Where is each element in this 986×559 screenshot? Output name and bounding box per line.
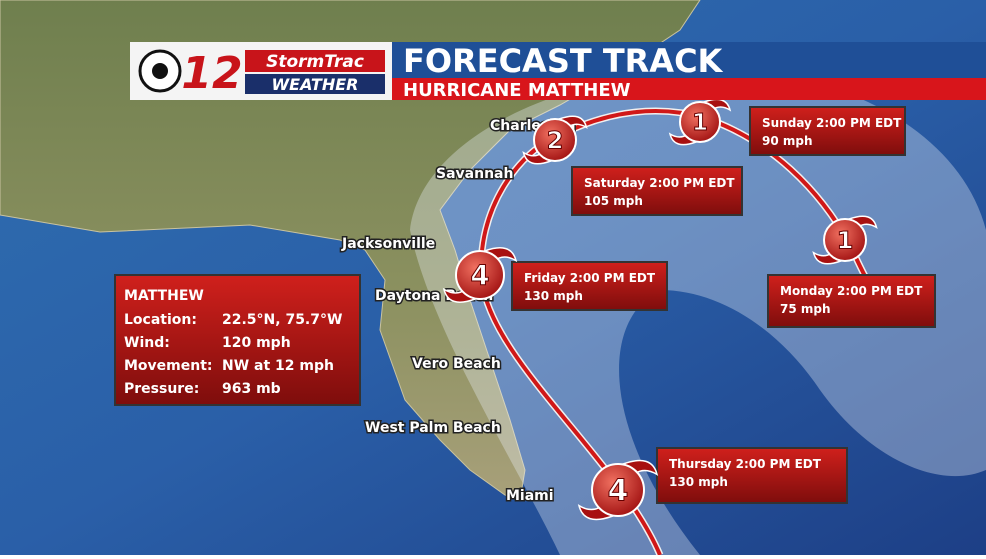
forecast-box (511, 261, 668, 311)
station-number: 12 (181, 48, 242, 99)
subtitle-bar (392, 78, 986, 100)
info-label: Location: (124, 312, 197, 328)
city-label: Vero Beach (412, 356, 501, 372)
info-label: Movement: (124, 358, 213, 374)
subtitle: HURRICANE MATTHEW (403, 80, 631, 101)
brand-top-bg (245, 50, 385, 72)
storm-category: 1 (837, 226, 854, 254)
brand-bottom: WEATHER (272, 75, 359, 94)
storm-category: 4 (608, 473, 629, 508)
forecast-wind: 90 mph (762, 134, 813, 148)
title-bar (392, 42, 986, 78)
city-label: Miami (506, 488, 554, 504)
land (0, 0, 701, 501)
info-box-bg (114, 274, 361, 406)
storm-icon (591, 463, 645, 517)
forecast-time: Monday 2:00 PM EDT (780, 284, 923, 298)
info-label: Pressure: (124, 381, 199, 397)
city-label: Savannah (436, 166, 513, 182)
forecast-box (571, 166, 743, 216)
logo-pupil (152, 63, 168, 79)
storm-category: 4 (470, 259, 489, 292)
storm-icon (679, 101, 721, 143)
forecast-time: Saturday 2:00 PM EDT (584, 176, 735, 190)
header: 12 StormTrac WEATHER FORECAST TRACK HURR… (130, 42, 986, 101)
storm-icon (533, 118, 577, 162)
brand-bottom-bg (245, 74, 385, 94)
info-value: 120 mph (222, 335, 291, 351)
forecast-box (749, 106, 906, 156)
info-value: 963 mb (222, 381, 281, 397)
forecast-wind: 75 mph (780, 302, 831, 316)
forecast-points: Thursday 2:00 PM EDT 130 mph 4 Friday 2:00 … (442, 98, 936, 521)
city-label: Jacksonville (341, 236, 435, 252)
forecast-wind: 105 mph (584, 194, 643, 208)
info-value: 22.5°N, 75.7°W (222, 312, 342, 328)
storm-icon (455, 250, 505, 300)
forecast-box (656, 447, 848, 504)
storm-name: MATTHEW (124, 288, 204, 304)
forecast-wind: 130 mph (524, 289, 583, 303)
city-label: West Palm Beach (365, 420, 501, 436)
info-box: MATTHEW Location: 22.5°N, 75.7°W Wind: 120 … (114, 274, 361, 406)
storm-category: 2 (547, 126, 564, 154)
forecast-time: Thursday 2:00 PM EDT (669, 457, 822, 471)
title: FORECAST TRACK (403, 42, 724, 80)
forecast-time: Friday 2:00 PM EDT (524, 271, 656, 285)
forecast-wind: 130 mph (669, 475, 728, 489)
brand-top: StormTrac (266, 52, 364, 72)
info-label: Wind: (124, 335, 170, 351)
info-value: NW at 12 mph (222, 358, 334, 374)
cone (410, 70, 986, 555)
storm-category: 1 (692, 110, 708, 136)
info-rows: Location: 22.5°N, 75.7°W Wind: 120 mph Movem… (124, 312, 342, 397)
forecast-box (767, 274, 936, 328)
storm-icon (823, 218, 867, 262)
forecast-time: Sunday 2:00 PM EDT (762, 116, 902, 130)
